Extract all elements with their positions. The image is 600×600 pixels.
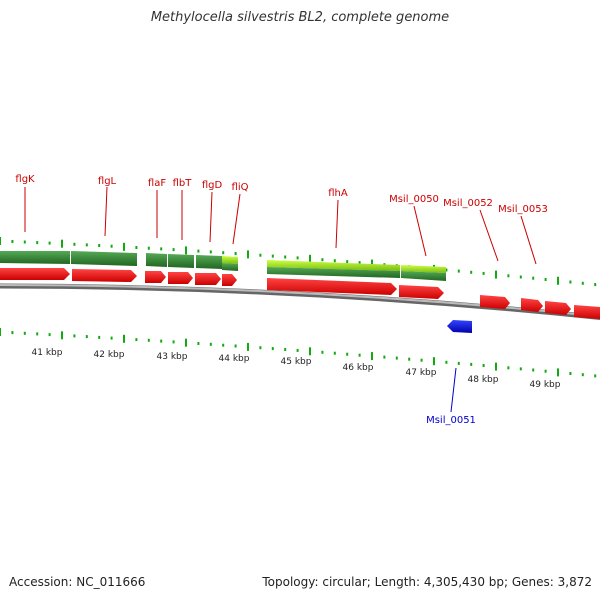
gene-label-Msil_0053[interactable]: Msil_0053 [498, 204, 548, 215]
gene-label-fliQ[interactable]: fliQ [232, 182, 249, 193]
gene-label-Msil_0051[interactable]: Msil_0051 [426, 415, 476, 426]
gene-label-flgL[interactable]: flgL [98, 176, 117, 187]
scale-label: 48 kbp [468, 375, 499, 385]
gene-band-Msil_0050[interactable] [401, 271, 446, 281]
cds-arrow-flgD[interactable] [195, 273, 221, 285]
gene-band-flbT[interactable] [168, 254, 194, 268]
upper-tick-marks [0, 237, 597, 287]
scale-label: 41 kbp [32, 348, 63, 358]
cds-arrow-flaF[interactable] [145, 271, 166, 283]
cds-arrow-flbT[interactable] [168, 272, 193, 284]
gene-band-fliQ-light[interactable] [222, 256, 238, 264]
scale-labels: 41 kbp 42 kbp 43 kbp 44 kbp 45 kbp 46 kb… [32, 348, 561, 390]
cds-arrow-Msil_0051[interactable] [447, 320, 472, 333]
gene-band-flgK[interactable] [0, 251, 70, 264]
gene-label-flhA[interactable]: flhA [328, 188, 348, 199]
genome-summary-label: Topology: circular; Length: 4,305,430 bp… [262, 575, 592, 589]
gene-label-flgK[interactable]: flgK [15, 174, 35, 185]
cds-arrow-Msil_0053b[interactable] [545, 301, 571, 315]
accession-label: Accession: NC_011666 [9, 575, 146, 589]
scale-label: 45 kbp [281, 357, 312, 367]
gene-band-flgD[interactable] [196, 255, 222, 269]
gene-band-flhA-light[interactable] [267, 260, 400, 271]
genome-backbone [0, 283, 600, 320]
cds-arrow-flgL[interactable] [72, 269, 137, 282]
gene-band-Msil_0050-light[interactable] [401, 265, 446, 273]
cds-arrow-flhA[interactable] [267, 278, 397, 295]
label-leader-line-Msil_0051 [450, 367, 457, 413]
map-title: Methylocella silvestris BL2, complete ge… [150, 10, 450, 25]
scale-label: 43 kbp [157, 352, 188, 362]
scale-label: 44 kbp [219, 354, 250, 364]
gene-label-flaF[interactable]: flaF [148, 178, 166, 189]
gene-band-flaF[interactable] [146, 253, 167, 267]
genome-backbone-highlight [0, 284, 600, 318]
gene-band-fliQ[interactable] [222, 263, 238, 271]
gene-labels: flgK flgL flaF flbT flgD fliQ flhA Msil_… [15, 174, 548, 426]
gene-band-flhA[interactable] [267, 267, 400, 278]
cds-arrow-Msil_0052[interactable] [480, 295, 510, 309]
cds-arrows-forward [0, 268, 600, 319]
gene-label-flbT[interactable]: flbT [173, 178, 193, 189]
scale-label: 42 kbp [94, 350, 125, 360]
cds-arrow-fliQ[interactable] [222, 274, 237, 286]
gene-bands [0, 251, 446, 281]
cds-arrow-Msil_0053a[interactable] [521, 298, 543, 312]
scale-label: 46 kbp [343, 363, 374, 373]
label-leader-lines [24, 186, 537, 265]
scale-label: 47 kbp [406, 368, 437, 378]
cds-arrow-Msil_0050[interactable] [399, 285, 444, 299]
gene-label-Msil_0050[interactable]: Msil_0050 [389, 194, 439, 205]
gene-label-flgD[interactable]: flgD [202, 180, 223, 191]
lower-tick-marks [0, 328, 597, 378]
scale-label: 49 kbp [530, 380, 561, 390]
gene-label-Msil_0052[interactable]: Msil_0052 [443, 198, 493, 209]
cds-arrow-flgK[interactable] [0, 268, 70, 280]
gene-band-flgL[interactable] [71, 251, 137, 266]
cds-arrow-next[interactable] [574, 305, 600, 319]
